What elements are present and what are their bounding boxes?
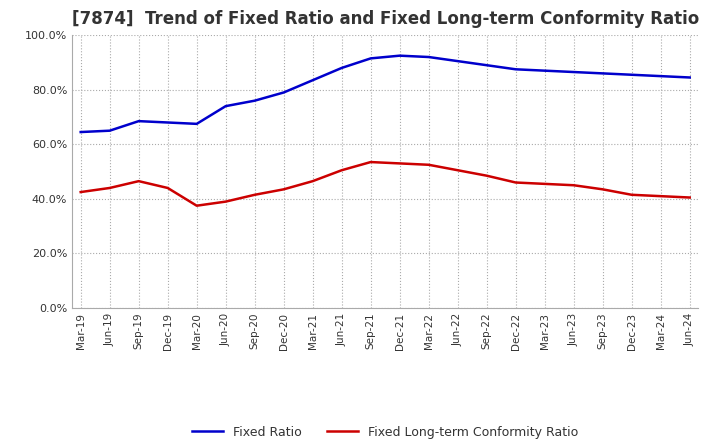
Fixed Long-term Conformity Ratio bbox=[251, 192, 259, 198]
Fixed Long-term Conformity Ratio bbox=[192, 203, 201, 209]
Line: Fixed Ratio: Fixed Ratio bbox=[81, 55, 690, 132]
Fixed Long-term Conformity Ratio bbox=[279, 187, 288, 192]
Fixed Long-term Conformity Ratio bbox=[135, 179, 143, 184]
Fixed Ratio bbox=[454, 59, 462, 64]
Fixed Ratio bbox=[76, 129, 85, 135]
Fixed Long-term Conformity Ratio bbox=[76, 189, 85, 194]
Fixed Long-term Conformity Ratio bbox=[627, 192, 636, 198]
Fixed Ratio bbox=[366, 56, 375, 61]
Fixed Ratio bbox=[598, 71, 607, 76]
Fixed Long-term Conformity Ratio bbox=[308, 179, 317, 184]
Fixed Ratio bbox=[627, 72, 636, 77]
Fixed Long-term Conformity Ratio bbox=[395, 161, 404, 166]
Fixed Ratio bbox=[192, 121, 201, 127]
Fixed Ratio bbox=[308, 77, 317, 83]
Fixed Long-term Conformity Ratio bbox=[657, 194, 665, 199]
Fixed Ratio bbox=[338, 65, 346, 70]
Fixed Long-term Conformity Ratio bbox=[366, 159, 375, 165]
Fixed Long-term Conformity Ratio bbox=[685, 195, 694, 200]
Fixed Long-term Conformity Ratio bbox=[541, 181, 549, 187]
Fixed Ratio bbox=[163, 120, 172, 125]
Fixed Long-term Conformity Ratio bbox=[570, 183, 578, 188]
Title: [7874]  Trend of Fixed Ratio and Fixed Long-term Conformity Ratio: [7874] Trend of Fixed Ratio and Fixed Lo… bbox=[71, 10, 699, 28]
Fixed Ratio bbox=[482, 62, 491, 68]
Fixed Ratio bbox=[221, 103, 230, 109]
Line: Fixed Long-term Conformity Ratio: Fixed Long-term Conformity Ratio bbox=[81, 162, 690, 206]
Fixed Long-term Conformity Ratio bbox=[163, 185, 172, 191]
Fixed Long-term Conformity Ratio bbox=[424, 162, 433, 167]
Fixed Ratio bbox=[424, 55, 433, 60]
Fixed Long-term Conformity Ratio bbox=[221, 199, 230, 204]
Fixed Long-term Conformity Ratio bbox=[454, 168, 462, 173]
Fixed Long-term Conformity Ratio bbox=[105, 185, 114, 191]
Fixed Long-term Conformity Ratio bbox=[482, 173, 491, 178]
Fixed Long-term Conformity Ratio bbox=[511, 180, 520, 185]
Fixed Ratio bbox=[279, 90, 288, 95]
Fixed Ratio bbox=[395, 53, 404, 58]
Fixed Ratio bbox=[657, 73, 665, 79]
Fixed Ratio bbox=[570, 70, 578, 75]
Fixed Ratio bbox=[105, 128, 114, 133]
Fixed Ratio bbox=[685, 75, 694, 80]
Fixed Ratio bbox=[511, 66, 520, 72]
Legend: Fixed Ratio, Fixed Long-term Conformity Ratio: Fixed Ratio, Fixed Long-term Conformity … bbox=[187, 421, 583, 440]
Fixed Ratio bbox=[135, 118, 143, 124]
Fixed Long-term Conformity Ratio bbox=[338, 168, 346, 173]
Fixed Long-term Conformity Ratio bbox=[598, 187, 607, 192]
Fixed Ratio bbox=[251, 98, 259, 103]
Fixed Ratio bbox=[541, 68, 549, 73]
